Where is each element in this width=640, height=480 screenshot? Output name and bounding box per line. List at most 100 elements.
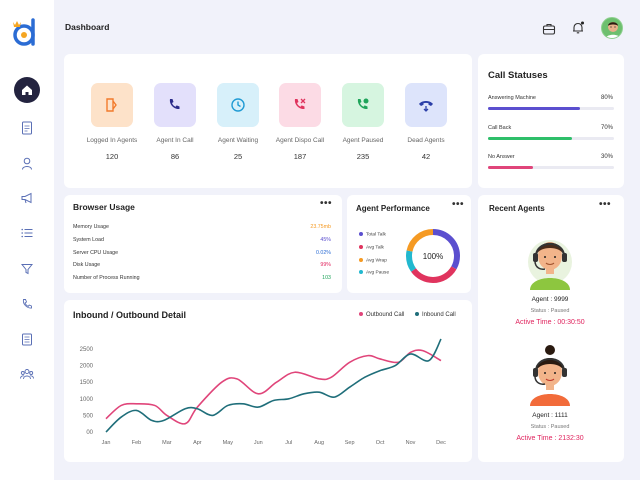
x-tick-label: Jun xyxy=(254,440,263,446)
stat-label: Agent Dispo Call xyxy=(275,137,325,144)
inbound-outbound-card xyxy=(64,300,472,462)
x-tick-label: Nov xyxy=(406,440,416,446)
nav-home[interactable] xyxy=(14,77,40,103)
call-status-fill xyxy=(488,137,573,140)
agent-1-status: Status : Paused xyxy=(530,308,570,314)
legend-outbound: Outbound Call xyxy=(359,312,404,318)
stat-icon-box xyxy=(405,83,447,127)
legend-outbound-label: Outbound Call xyxy=(366,312,405,318)
performance-legend-item: Avg Talk xyxy=(359,244,384,251)
user-icon xyxy=(22,157,32,170)
call-status-track xyxy=(488,137,614,140)
y-tick-label: 500 xyxy=(83,413,94,419)
stat-icon xyxy=(231,98,245,112)
call-statuses-title: Call Statuses xyxy=(488,70,548,81)
x-tick-label: Aug xyxy=(314,440,324,446)
browser-usage-menu-button[interactable]: ••• xyxy=(320,198,333,209)
briefcase-icon[interactable] xyxy=(542,22,556,36)
legend-outbound-dot xyxy=(359,312,363,317)
legend-inbound-label: Inbound Call xyxy=(422,312,456,318)
browser-usage-card xyxy=(64,195,342,293)
y-tick-label: 1000 xyxy=(80,397,94,403)
nav-documents[interactable] xyxy=(15,116,39,140)
call-status-label: Answering Machine xyxy=(488,95,536,101)
browser-usage-value: 45% xyxy=(320,236,331,243)
series-line-inbound xyxy=(105,338,442,433)
recent-agents-title: Recent Agents xyxy=(489,204,545,213)
stat-tile-1[interactable] xyxy=(153,83,197,127)
browser-usage-title: Browser Usage xyxy=(73,202,135,212)
stat-tile-3[interactable] xyxy=(278,83,322,127)
stat-tile-2[interactable] xyxy=(216,83,260,127)
call-status-value: 80% xyxy=(600,95,613,101)
browser-usage-value: 103 xyxy=(322,275,331,282)
call-status-label: Call Back xyxy=(488,125,512,131)
browser-usage-row: Disk Usage 99% xyxy=(73,262,331,268)
nav-lists[interactable] xyxy=(15,221,39,245)
call-status-track xyxy=(488,107,614,110)
stat-tile-0[interactable] xyxy=(90,83,134,127)
legend-inbound: Inbound Call xyxy=(415,312,456,318)
stat-icon-box xyxy=(217,83,259,127)
x-tick-label: Dec xyxy=(436,440,446,446)
agent-performance-menu-button[interactable]: ••• xyxy=(452,199,465,210)
performance-legend-item: Avg Pause xyxy=(359,270,390,276)
stat-label: Dead Agents xyxy=(407,137,445,144)
stat-tile-4[interactable] xyxy=(341,83,385,127)
browser-usage-row: Number of Process Running 103 xyxy=(73,275,331,281)
agent-avatar-male xyxy=(528,240,572,290)
agent-performance-donut: 100% xyxy=(406,229,460,283)
agent-2-status: Status : Paused xyxy=(530,424,570,430)
nav-campaigns[interactable] xyxy=(15,186,39,210)
list-icon xyxy=(21,228,33,238)
stat-label: Agent Waiting xyxy=(217,137,259,144)
x-tick-label: Jul xyxy=(285,440,292,446)
nav-teams[interactable] xyxy=(15,362,39,386)
performance-legend-label: Avg Talk xyxy=(366,245,384,251)
stat-value: 187 xyxy=(293,152,307,161)
nav-filters[interactable] xyxy=(15,257,39,281)
stat-tile-5[interactable] xyxy=(404,83,448,127)
legend-inbound-dot xyxy=(415,312,419,317)
sidebar xyxy=(0,0,54,480)
agent-2-name: Agent : 1111 xyxy=(532,412,568,419)
browser-usage-label: Memory Usage xyxy=(73,224,109,230)
app-logo xyxy=(13,18,35,46)
agent-1-active-time: Active Time : 00:30:50 xyxy=(515,319,585,326)
performance-legend-item: Total Talk xyxy=(359,232,386,237)
document-icon xyxy=(22,121,32,135)
user-avatar[interactable] xyxy=(601,17,623,39)
stat-value: 25 xyxy=(233,152,243,161)
agent-avatar-female xyxy=(530,345,570,406)
browser-usage-label: System Load xyxy=(73,236,104,243)
home-icon xyxy=(22,85,32,95)
x-tick-label: Feb xyxy=(132,440,141,446)
y-tick-label: 2000 xyxy=(80,364,94,370)
browser-usage-row: Memory Usage 23.75mb xyxy=(73,224,331,230)
performance-legend-label: Avg Pause xyxy=(366,270,390,276)
nav-calls[interactable] xyxy=(15,292,39,316)
browser-usage-row: System Load 45% xyxy=(73,237,331,243)
stat-icon-box xyxy=(91,83,133,127)
nav-reports[interactable] xyxy=(15,327,39,351)
x-tick-label: Mar xyxy=(162,440,172,446)
bell-icon[interactable] xyxy=(571,21,585,35)
stat-icon-box xyxy=(154,83,196,127)
x-tick-label: Oct xyxy=(376,440,385,446)
performance-legend-item: Avg Wrap xyxy=(359,257,387,263)
stat-icon xyxy=(106,98,117,112)
nav-users[interactable] xyxy=(15,151,39,175)
series-line-outbound xyxy=(105,349,442,425)
performance-legend-dot xyxy=(359,232,363,236)
y-tick-label: 2500 xyxy=(80,347,94,353)
browser-usage-label: Number of Process Running xyxy=(73,275,140,282)
call-status-label: No Answer xyxy=(488,154,515,160)
recent-agents-card xyxy=(478,195,624,462)
phone-icon xyxy=(22,299,32,309)
performance-legend-dot xyxy=(359,244,363,249)
recent-agents-menu-button[interactable]: ••• xyxy=(599,199,612,210)
x-tick-label: Apr xyxy=(193,440,202,446)
report-icon xyxy=(22,333,32,345)
y-tick-label: 00 xyxy=(86,430,93,436)
stat-icon-box xyxy=(279,83,321,127)
